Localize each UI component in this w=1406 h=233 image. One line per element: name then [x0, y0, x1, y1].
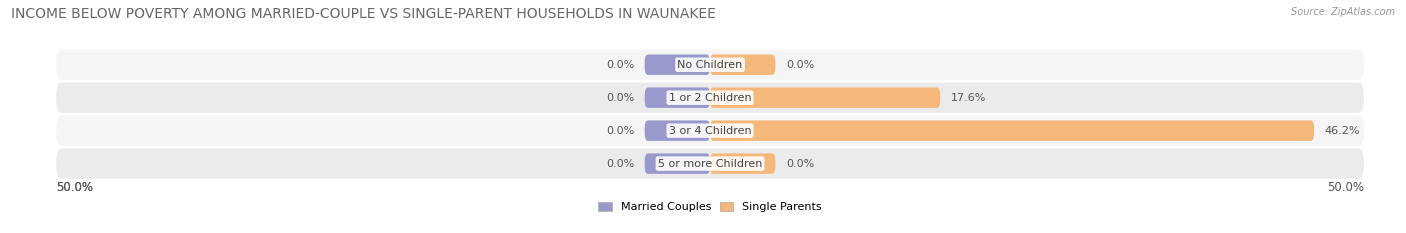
Text: INCOME BELOW POVERTY AMONG MARRIED-COUPLE VS SINGLE-PARENT HOUSEHOLDS IN WAUNAKE: INCOME BELOW POVERTY AMONG MARRIED-COUPL… — [11, 7, 716, 21]
Text: 0.0%: 0.0% — [786, 60, 814, 70]
Text: 0.0%: 0.0% — [606, 159, 634, 169]
FancyBboxPatch shape — [56, 148, 1364, 179]
FancyBboxPatch shape — [710, 55, 776, 75]
Text: 3 or 4 Children: 3 or 4 Children — [669, 126, 751, 136]
FancyBboxPatch shape — [644, 55, 710, 75]
Text: 0.0%: 0.0% — [606, 60, 634, 70]
FancyBboxPatch shape — [644, 87, 710, 108]
Text: Source: ZipAtlas.com: Source: ZipAtlas.com — [1291, 7, 1395, 17]
FancyBboxPatch shape — [644, 120, 710, 141]
FancyBboxPatch shape — [710, 87, 941, 108]
Text: 50.0%: 50.0% — [56, 181, 93, 194]
Text: 0.0%: 0.0% — [606, 126, 634, 136]
FancyBboxPatch shape — [644, 153, 710, 174]
Text: 1 or 2 Children: 1 or 2 Children — [669, 93, 751, 103]
Text: 0.0%: 0.0% — [786, 159, 814, 169]
Text: No Children: No Children — [678, 60, 742, 70]
FancyBboxPatch shape — [710, 153, 776, 174]
Legend: Married Couples, Single Parents: Married Couples, Single Parents — [593, 197, 827, 217]
Text: 0.0%: 0.0% — [606, 93, 634, 103]
FancyBboxPatch shape — [56, 82, 1364, 113]
Text: 46.2%: 46.2% — [1324, 126, 1360, 136]
FancyBboxPatch shape — [56, 116, 1364, 146]
Text: 17.6%: 17.6% — [950, 93, 986, 103]
FancyBboxPatch shape — [56, 50, 1364, 80]
Text: 50.0%: 50.0% — [1327, 181, 1364, 194]
Text: 5 or more Children: 5 or more Children — [658, 159, 762, 169]
FancyBboxPatch shape — [710, 120, 1315, 141]
Text: 50.0%: 50.0% — [56, 181, 93, 194]
